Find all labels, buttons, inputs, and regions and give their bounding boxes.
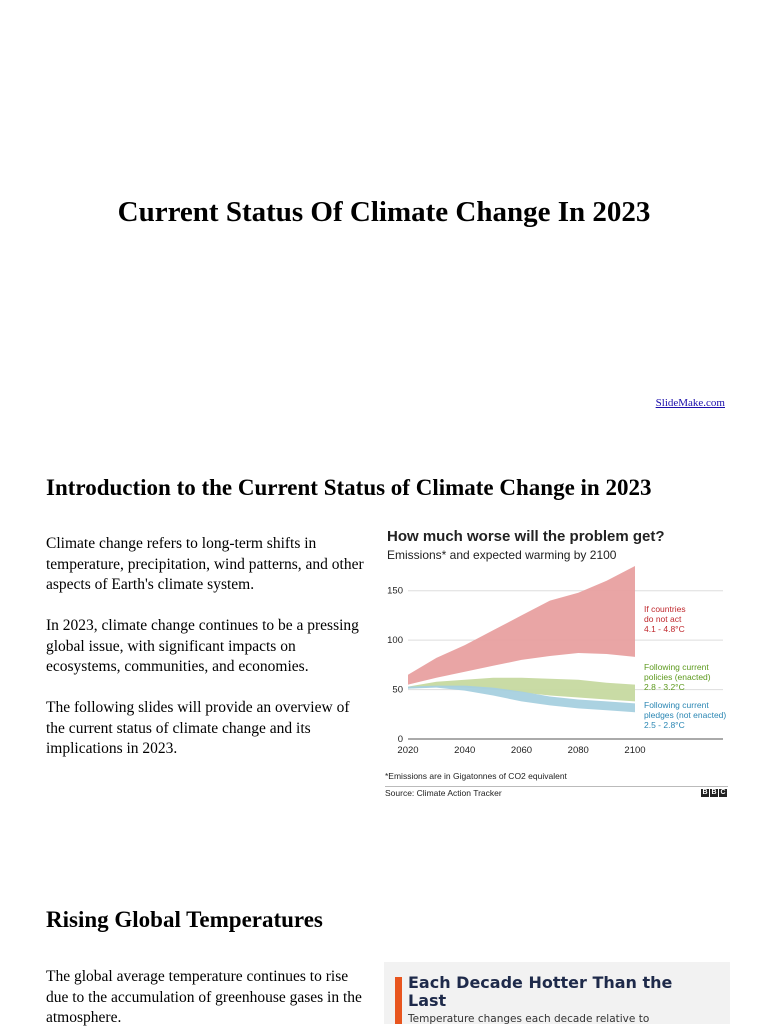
intro-heading: Introduction to the Current Status of Cl… [46, 475, 652, 500]
x-tick-label: 2040 [454, 745, 475, 756]
series-label: Following current [644, 662, 709, 672]
bbc-logo-letter: B [710, 789, 718, 797]
x-tick-label: 2060 [511, 745, 532, 756]
x-tick-label: 2020 [397, 745, 418, 756]
series-label: policies (enacted) [644, 672, 711, 682]
series-label: pledges (not enacted) [644, 710, 726, 720]
y-tick-label: 50 [392, 685, 403, 696]
card-title: Each Decade Hotter Than the Last [408, 973, 673, 1010]
figure-title: How much worse will the problem get? [387, 528, 665, 545]
intro-text: Climate change refers to long-term shift… [46, 534, 368, 780]
y-tick-label: 100 [387, 635, 403, 646]
bbc-logo-letter: C [719, 789, 727, 797]
series-label: If countries [644, 604, 686, 614]
intro-paragraph-1: Climate change refers to long-term shift… [46, 535, 364, 593]
bbc-logo-letter: B [701, 789, 709, 797]
series-band-3 [408, 685, 635, 713]
x-tick-label: 2100 [624, 745, 645, 756]
emissions-chart: 0 50 100 150 2020 2040 2060 2080 2100 If countrie… [387, 566, 726, 756]
series-label: do not act [644, 614, 682, 624]
figure-note: *Emissions are in Gigatonnes of CO2 equi… [385, 771, 567, 781]
card-subtitle: Temperature changes each decade relative… [408, 1013, 650, 1024]
series-label: 4.1 - 4.8°C [644, 624, 685, 634]
series-band-1 [408, 566, 635, 685]
figure-source: Source: Climate Action Tracker [385, 788, 502, 798]
card-accent-bar [395, 977, 402, 1024]
y-tick-label: 150 [387, 586, 403, 597]
intro-paragraph-2: In 2023, climate change continues to be … [46, 617, 359, 675]
slidemake-link[interactable]: SlideMake.com [655, 397, 725, 409]
series-label: 2.8 - 3.2°C [644, 682, 685, 692]
bbc-logo: B B C [701, 789, 727, 797]
figure-subtitle: Emissions* and expected warming by 2100 [387, 548, 617, 562]
figure-divider [385, 786, 728, 787]
intro-paragraph-3: The following slides will provide an ove… [46, 699, 350, 757]
emissions-figure: How much worse will the problem get? Emi… [383, 524, 730, 800]
series-band-2 [408, 677, 635, 702]
series-label: Following current [644, 700, 709, 710]
temperatures-paragraph: The global average temperature continues… [46, 968, 362, 1026]
decade-card: Each Decade Hotter Than the Last Tempera… [384, 962, 730, 1024]
temperatures-heading: Rising Global Temperatures [46, 907, 323, 932]
series-label: 2.5 - 2.8°C [644, 720, 685, 730]
slide-title: Current Status Of Climate Change In 2023 [117, 196, 651, 228]
y-tick-label: 0 [398, 734, 403, 745]
x-tick-label: 2080 [568, 745, 589, 756]
